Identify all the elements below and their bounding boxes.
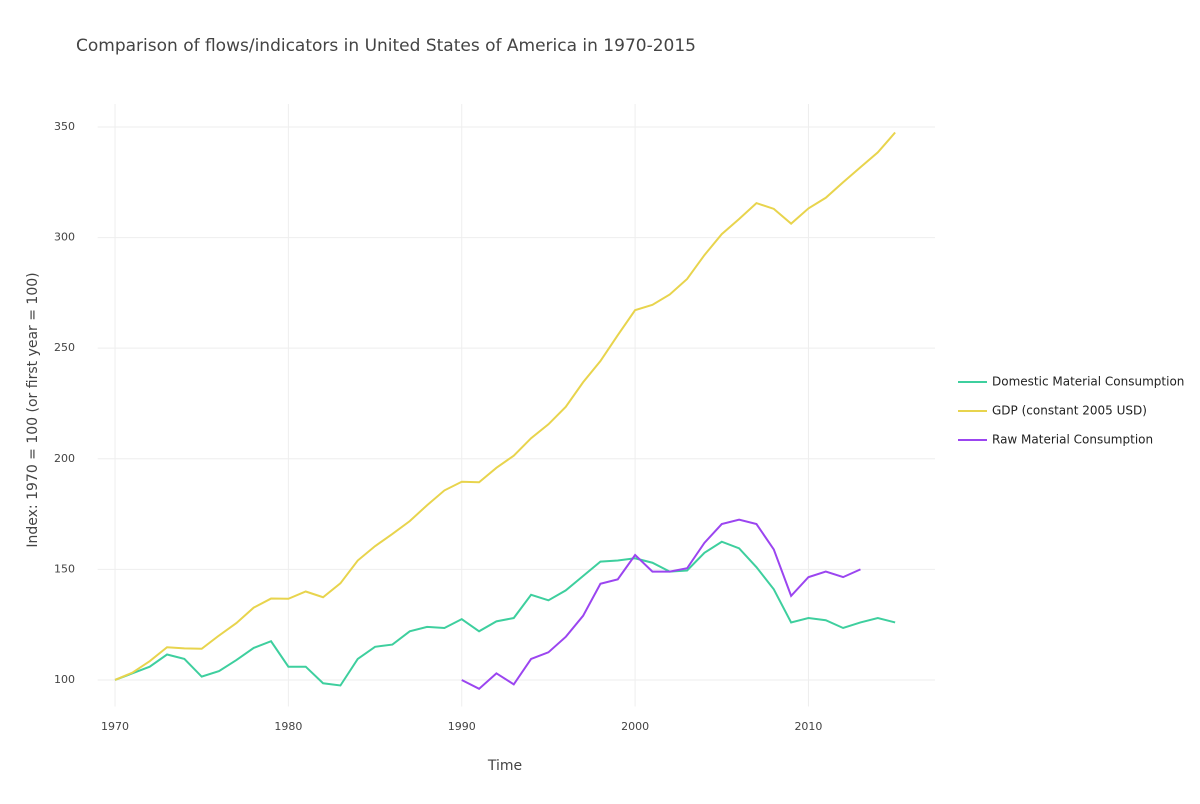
y-tick-label: 200 xyxy=(54,452,75,465)
x-tick-label: 2000 xyxy=(621,720,649,733)
series-line xyxy=(114,540,896,687)
legend-label: GDP (constant 2005 USD) xyxy=(992,404,1147,418)
y-tick-label: 150 xyxy=(54,562,75,575)
x-tick-label: 1990 xyxy=(448,720,476,733)
y-tick-label: 100 xyxy=(54,673,75,686)
series-line xyxy=(114,131,896,681)
y-tick-label: 300 xyxy=(54,231,75,244)
y-tick-label: 350 xyxy=(54,120,75,133)
series-line xyxy=(461,518,861,691)
x-tick-label: 1970 xyxy=(101,720,129,733)
x-axis-title: Time xyxy=(487,758,522,774)
legend-label: Raw Material Consumption xyxy=(992,433,1153,447)
y-tick-label: 250 xyxy=(54,341,75,354)
chart-title: Comparison of flows/indicators in United… xyxy=(76,36,696,56)
x-tick-label: 1980 xyxy=(274,720,302,733)
x-tick-label: 2010 xyxy=(794,720,822,733)
y-axis-title: Index: 1970 = 100 (or first year = 100) xyxy=(25,272,41,547)
legend-label: Domestic Material Consumption xyxy=(992,375,1184,389)
